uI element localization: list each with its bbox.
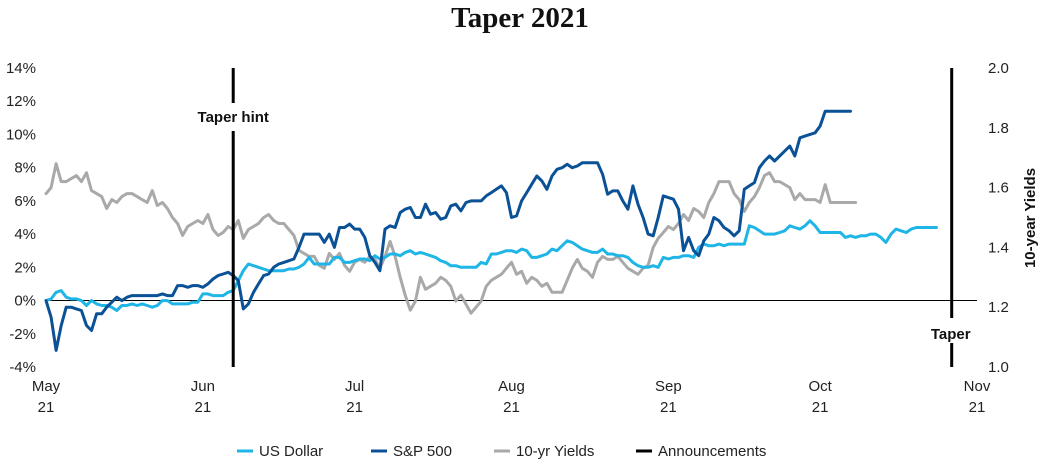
announcement-label: Taper hint — [198, 109, 269, 126]
series-lines — [44, 109, 938, 352]
x-tick-label-year: 21 — [195, 399, 212, 416]
series-line-10-yr-yields — [44, 162, 858, 315]
legend-label: Announcements — [658, 443, 766, 460]
announcement-markers: Taper hint Taper — [198, 68, 971, 367]
right-axis-ticks: 1.0 1.2 1.4 1.6 1.8 2.0 — [988, 60, 1009, 376]
chart-title: Taper 2021 — [451, 2, 589, 34]
x-tick-label-year: 21 — [812, 399, 829, 416]
y2-tick-label: 1.6 — [988, 180, 1009, 197]
y2-tick-label: 1.8 — [988, 120, 1009, 137]
x-tick-label: Aug — [498, 378, 525, 395]
y-tick-label: 4% — [14, 226, 36, 243]
y-tick-label: -4% — [9, 359, 36, 376]
announcement-label: Taper — [931, 326, 971, 343]
x-tick-label: Nov — [964, 378, 991, 395]
y-tick-label: 0% — [14, 293, 36, 310]
x-tick-label-year: 21 — [503, 399, 520, 416]
x-tick-label-year: 21 — [38, 399, 55, 416]
right-axis-title: 10-year Yields — [1022, 168, 1039, 268]
x-tick-label: May — [32, 378, 61, 395]
y-tick-label: -2% — [9, 326, 36, 343]
legend-label: US Dollar — [259, 443, 323, 460]
x-tick-label-year: 21 — [969, 399, 986, 416]
y2-tick-label: 1.0 — [988, 359, 1009, 376]
y2-tick-label: 2.0 — [988, 60, 1009, 77]
series-line-s-p-500 — [44, 109, 852, 352]
legend-label: S&P 500 — [393, 443, 452, 460]
y-tick-label: 6% — [14, 193, 36, 210]
x-tick-label: Jun — [191, 378, 215, 395]
legend-label: 10-yr Yields — [516, 443, 594, 460]
y2-tick-label: 1.4 — [988, 239, 1009, 256]
legend: US Dollar S&P 500 10-yr Yields Announcement… — [237, 443, 766, 460]
x-axis-ticks: May 21 Jun 21 Jul 21 Aug 21 Sep 21 Oct 21 Nov 21 — [32, 378, 991, 416]
y2-tick-label: 1.2 — [988, 299, 1009, 316]
x-tick-label: Oct — [808, 378, 832, 395]
y-tick-label: 10% — [6, 126, 36, 143]
y-tick-label: 12% — [6, 93, 36, 110]
series-line-us-dollar — [44, 219, 938, 312]
x-tick-label-year: 21 — [660, 399, 677, 416]
y-tick-label: 2% — [14, 259, 36, 276]
y-tick-label: 8% — [14, 160, 36, 177]
x-tick-label: Sep — [655, 378, 682, 395]
y-tick-label: 14% — [6, 60, 36, 77]
x-tick-label: Jul — [345, 378, 364, 395]
x-tick-label-year: 21 — [346, 399, 363, 416]
left-axis-ticks: -4% -2% 0% 2% 4% 6% 8% 10% 12% 14% — [6, 60, 36, 376]
